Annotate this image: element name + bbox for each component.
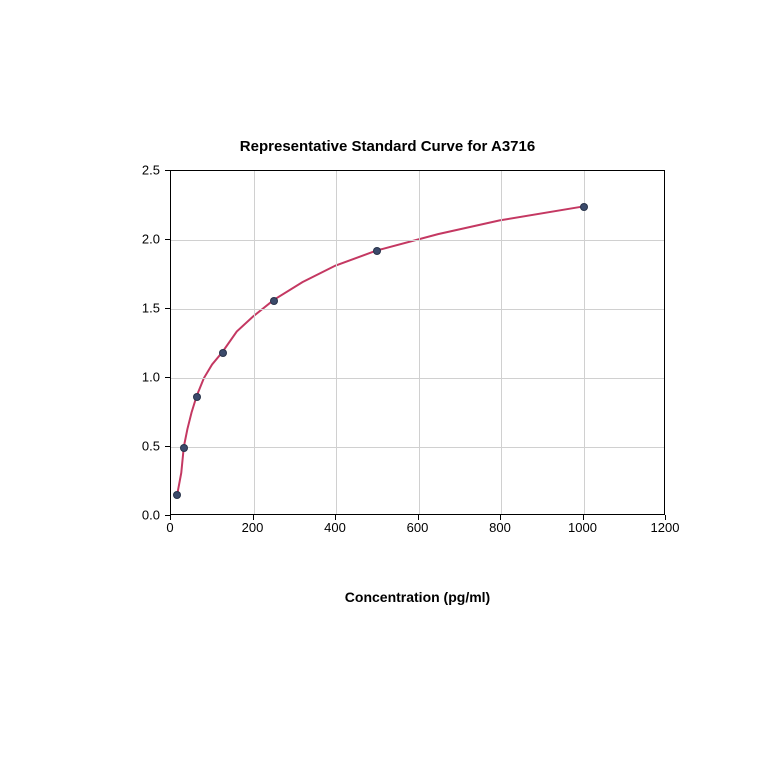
curve-line <box>171 171 664 514</box>
chart-title: Representative Standard Curve for A3716 <box>110 138 665 155</box>
grid-line-v <box>501 171 502 514</box>
x-tick-label: 200 <box>242 520 264 535</box>
x-tick-label: 600 <box>407 520 429 535</box>
grid-line-h <box>171 309 664 310</box>
chart-container: Absorbance (450nm) Concentration (pg/ml)… <box>110 170 665 560</box>
x-tick-label: 800 <box>489 520 511 535</box>
x-axis-label: Concentration (pg/ml) <box>170 589 665 605</box>
plot-area <box>170 170 665 515</box>
y-tick <box>165 377 170 378</box>
y-tick <box>165 239 170 240</box>
x-tick-label: 1200 <box>651 520 680 535</box>
data-point <box>219 349 227 357</box>
y-tick <box>165 170 170 171</box>
data-point <box>180 444 188 452</box>
y-tick-label: 2.0 <box>142 232 160 247</box>
y-tick <box>165 308 170 309</box>
y-tick-label: 1.0 <box>142 370 160 385</box>
data-point <box>193 393 201 401</box>
y-tick-label: 2.5 <box>142 163 160 178</box>
data-point <box>270 297 278 305</box>
x-tick-label: 0 <box>166 520 173 535</box>
grid-line-v <box>584 171 585 514</box>
grid-line-h <box>171 378 664 379</box>
y-tick-label: 1.5 <box>142 301 160 316</box>
x-tick-label: 400 <box>324 520 346 535</box>
y-tick <box>165 515 170 516</box>
grid-line-h <box>171 447 664 448</box>
y-tick-label: 0.0 <box>142 508 160 523</box>
grid-line-v <box>254 171 255 514</box>
x-tick-label: 1000 <box>568 520 597 535</box>
grid-line-v <box>419 171 420 514</box>
y-tick <box>165 446 170 447</box>
grid-line-v <box>336 171 337 514</box>
data-point <box>173 491 181 499</box>
data-point <box>580 203 588 211</box>
data-point <box>373 247 381 255</box>
y-tick-label: 0.5 <box>142 439 160 454</box>
grid-line-h <box>171 240 664 241</box>
